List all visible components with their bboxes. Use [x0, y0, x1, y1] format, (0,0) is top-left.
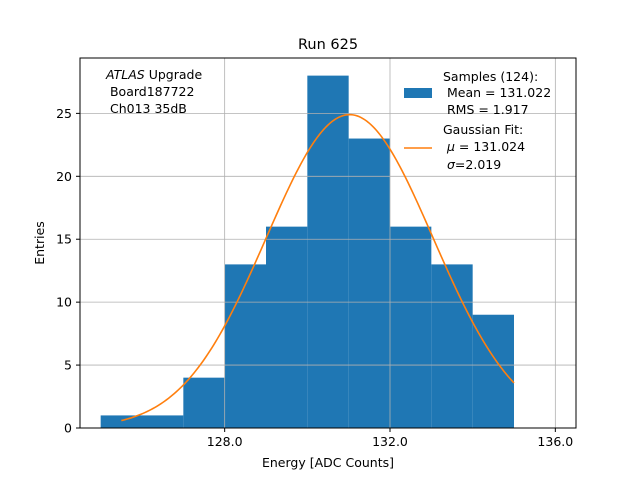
histogram-bar: [142, 415, 184, 428]
legend: Samples (124): Mean = 131.022 RMS = 1.91…: [404, 69, 551, 172]
y-axis-ticks: 0 5 10 15 20 25: [56, 106, 80, 436]
annotation-upgrade: Upgrade: [145, 67, 203, 82]
y-tick-label: 25: [56, 106, 72, 121]
chart-title: Run 625: [298, 37, 358, 53]
plot-frame: [79, 57, 577, 429]
histogram-bar: [266, 226, 308, 428]
legend-sigma-value: =2.019: [455, 157, 501, 172]
gaussian-fit-line: [121, 113, 515, 422]
histogram-bar: [390, 226, 432, 428]
atlas-annotation: ATLAS Upgrade Board187722 Ch013 35dB: [105, 67, 202, 116]
legend-samples-swatch: [404, 88, 432, 98]
legend-samples-mean: Mean = 131.022: [443, 85, 551, 100]
y-tick-label: 5: [64, 358, 72, 373]
annotation-atlas: ATLAS: [105, 67, 145, 82]
annotation-line-3: Ch013 35dB: [106, 101, 187, 116]
legend-sigma-symbol: σ: [447, 157, 456, 172]
x-axis-ticks: 128.0 132.0 136.0: [207, 428, 573, 449]
x-axis-label: Energy [ADC Counts]: [262, 455, 394, 470]
legend-fit-title: Gaussian Fit:: [443, 122, 523, 137]
x-tick-label: 132.0: [372, 434, 408, 449]
histogram-bar: [100, 415, 142, 428]
legend-mu-value: = 131.024: [455, 139, 525, 154]
x-tick-label: 136.0: [537, 434, 573, 449]
legend-fit-mu: μ = 131.024: [443, 139, 525, 154]
histogram-bar: [472, 314, 514, 428]
legend-samples-rms: RMS = 1.917: [443, 102, 529, 117]
histogram-bar: [183, 377, 225, 428]
annotation-line-2: Board187722: [106, 84, 194, 99]
legend-samples-title: Samples (124):: [443, 69, 538, 84]
histogram-bar: [348, 138, 390, 428]
legend-mu-symbol: μ: [446, 139, 455, 154]
legend-fit-sigma: σ=2.019: [443, 157, 501, 172]
annotation-line-1: ATLAS Upgrade: [105, 67, 202, 82]
histogram-bar: [224, 264, 266, 428]
y-tick-label: 10: [56, 295, 72, 310]
x-tick-label: 128.0: [207, 434, 243, 449]
y-tick-label: 0: [64, 421, 72, 436]
y-tick-label: 15: [56, 232, 72, 247]
histogram-bar: [307, 75, 349, 428]
y-tick-label: 20: [56, 169, 72, 184]
histogram-bar: [431, 264, 473, 428]
y-axis-label: Entries: [32, 221, 47, 265]
